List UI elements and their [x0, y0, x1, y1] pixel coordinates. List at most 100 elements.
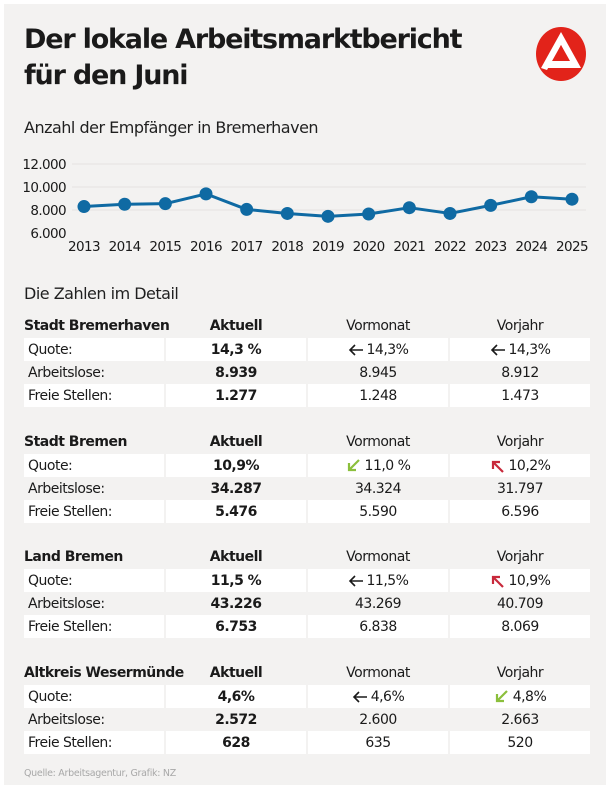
quote-vormonat-cell: 11,0 % [308, 454, 448, 477]
region-table: Altkreis Wesermünde Aktuell Vormonat Vor… [24, 661, 590, 754]
x-tick-label: 2018 [271, 239, 303, 255]
y-tick-label: 8.000 [30, 203, 66, 219]
arbeitslose-vorjahr: 40.709 [497, 595, 544, 612]
freie-vormonat: 1.248 [308, 384, 448, 407]
data-point [524, 190, 538, 204]
freie-vorjahr: 8.069 [450, 615, 590, 638]
quote-aktuell: 4,6% [166, 685, 306, 708]
data-point [565, 192, 579, 206]
row-label-arbeitslose: Arbeitslose: [28, 595, 105, 612]
region-table: Land Bremen Aktuell Vormonat Vorjahr Quo… [24, 545, 590, 638]
data-point [443, 206, 457, 220]
row-quote: Quote: 11,5 % 11,5% 10,9% [24, 569, 590, 592]
freie-vormonat: 635 [308, 731, 448, 754]
quote-vormonat-cell: 11,5% [308, 569, 448, 592]
infographic-card: Der lokale Arbeitsmarktbericht für den J… [4, 4, 606, 785]
page-title: Der lokale Arbeitsmarktbericht für den J… [24, 22, 494, 94]
row-quote: Quote: 10,9% 11,0 % 10,2% [24, 454, 590, 477]
x-tick-label: 2022 [434, 239, 466, 255]
region-header-row: Stadt Bremerhaven Aktuell Vormonat Vorja… [24, 314, 590, 338]
quote-vorjahr-cell: 10,9% [450, 569, 590, 592]
arbeitslose-aktuell: 34.287 [210, 480, 262, 497]
data-point [77, 200, 91, 214]
region-name: Stadt Bremen [24, 434, 127, 450]
x-tick-label: 2015 [149, 239, 181, 255]
x-tick-label: 2013 [68, 239, 100, 255]
quote-aktuell: 14,3 % [166, 338, 306, 361]
quote-vorjahr-cell: 4,8% [450, 685, 590, 708]
row-label-freie-stellen: Freie Stellen: [24, 500, 164, 523]
row-arbeitslose: Arbeitslose: 8.939 8.945 8.912 [24, 361, 590, 384]
data-point [484, 198, 498, 212]
region-name: Stadt Bremerhaven [24, 318, 170, 334]
row-label-freie-stellen: Freie Stellen: [24, 615, 164, 638]
arbeitslose-aktuell: 8.939 [215, 364, 257, 381]
row-arbeitslose: Arbeitslose: 43.226 43.269 40.709 [24, 592, 590, 615]
col-header-vorjahr: Vorjahr [496, 434, 544, 450]
data-point [362, 207, 376, 221]
arbeitslose-vormonat: 43.269 [355, 595, 402, 612]
row-label-freie-stellen: Freie Stellen: [24, 731, 164, 754]
quote-aktuell: 10,9% [166, 454, 306, 477]
quote-vorjahr: 4,8% [512, 688, 547, 705]
quote-vorjahr-cell: 14,3% [450, 338, 590, 361]
row-label-freie-stellen: Freie Stellen: [24, 384, 164, 407]
data-point [118, 197, 132, 211]
arrow-down-left-icon [347, 458, 360, 471]
row-label-arbeitslose: Arbeitslose: [28, 711, 105, 728]
row-freie-stellen: Freie Stellen: 5.476 5.590 6.596 [24, 500, 590, 523]
arbeitsagentur-logo-icon [536, 27, 586, 81]
freie-vorjahr: 520 [450, 731, 590, 754]
region-table: Stadt Bremerhaven Aktuell Vormonat Vorja… [24, 314, 590, 407]
region-header-row: Stadt Bremen Aktuell Vormonat Vorjahr [24, 430, 590, 454]
data-point [280, 206, 294, 220]
x-tick-label: 2024 [515, 239, 547, 255]
source-note: Quelle: Arbeitsagentur, Grafik: NZ [24, 768, 176, 779]
quote-vorjahr: 10,9% [508, 572, 551, 589]
col-header-vorjahr: Vorjahr [496, 318, 544, 334]
title-line-2: für den Juni [24, 60, 188, 91]
row-arbeitslose: Arbeitslose: 2.572 2.600 2.663 [24, 708, 590, 731]
line-chart: 6.000 8.000 10.000 12.000 2013 2014 2015 2016 20… [22, 157, 588, 255]
row-label-arbeitslose: Arbeitslose: [28, 364, 105, 381]
arbeitslose-vorjahr: 31.797 [497, 480, 544, 497]
freie-aktuell: 6.753 [166, 615, 306, 638]
x-tick-label: 2025 [556, 239, 588, 255]
region-name: Land Bremen [24, 549, 123, 565]
row-label-quote: Quote: [24, 685, 164, 708]
row-freie-stellen: Freie Stellen: 6.753 6.838 8.069 [24, 615, 590, 638]
col-header-vorjahr: Vorjahr [496, 665, 544, 681]
arrow-up-left-icon [491, 460, 504, 473]
freie-aktuell: 628 [166, 731, 306, 754]
arbeitslose-aktuell: 2.572 [215, 711, 257, 728]
col-header-vormonat: Vormonat [346, 665, 410, 681]
row-quote: Quote: 4,6% 4,6% 4,8% [24, 685, 590, 708]
quote-vorjahr: 14,3% [508, 341, 551, 358]
row-freie-stellen: Freie Stellen: 1.277 1.248 1.473 [24, 384, 590, 407]
x-tick-label: 2021 [393, 239, 425, 255]
data-point [321, 209, 335, 223]
quote-vormonat: 14,3% [366, 341, 409, 358]
freie-vorjahr: 1.473 [450, 384, 590, 407]
region-name: Altkreis Wesermünde [24, 665, 184, 681]
arbeitslose-vormonat: 8.945 [359, 364, 397, 381]
arrow-left-icon [348, 343, 363, 356]
quote-vormonat: 11,0 % [364, 457, 411, 474]
y-tick-label: 6.000 [30, 226, 66, 242]
arbeitslose-aktuell: 43.226 [210, 595, 262, 612]
row-freie-stellen: Freie Stellen: 628 635 520 [24, 731, 590, 754]
quote-vorjahr: 10,2% [508, 457, 551, 474]
row-arbeitslose: Arbeitslose: 34.287 34.324 31.797 [24, 477, 590, 500]
quote-vormonat-cell: 4,6% [308, 685, 448, 708]
data-point [199, 187, 213, 201]
arbeitslose-vormonat: 2.600 [359, 711, 397, 728]
quote-vorjahr-cell: 10,2% [450, 454, 590, 477]
data-point [240, 202, 254, 216]
region-table: Stadt Bremen Aktuell Vormonat Vorjahr Qu… [24, 430, 590, 523]
freie-vorjahr: 6.596 [450, 500, 590, 523]
quote-vormonat-cell: 14,3% [308, 338, 448, 361]
col-header-vormonat: Vormonat [346, 549, 410, 565]
row-label-quote: Quote: [24, 454, 164, 477]
col-header-vormonat: Vormonat [346, 318, 410, 334]
chart-subtitle: Anzahl der Empfänger in Bremerhaven [24, 118, 319, 137]
